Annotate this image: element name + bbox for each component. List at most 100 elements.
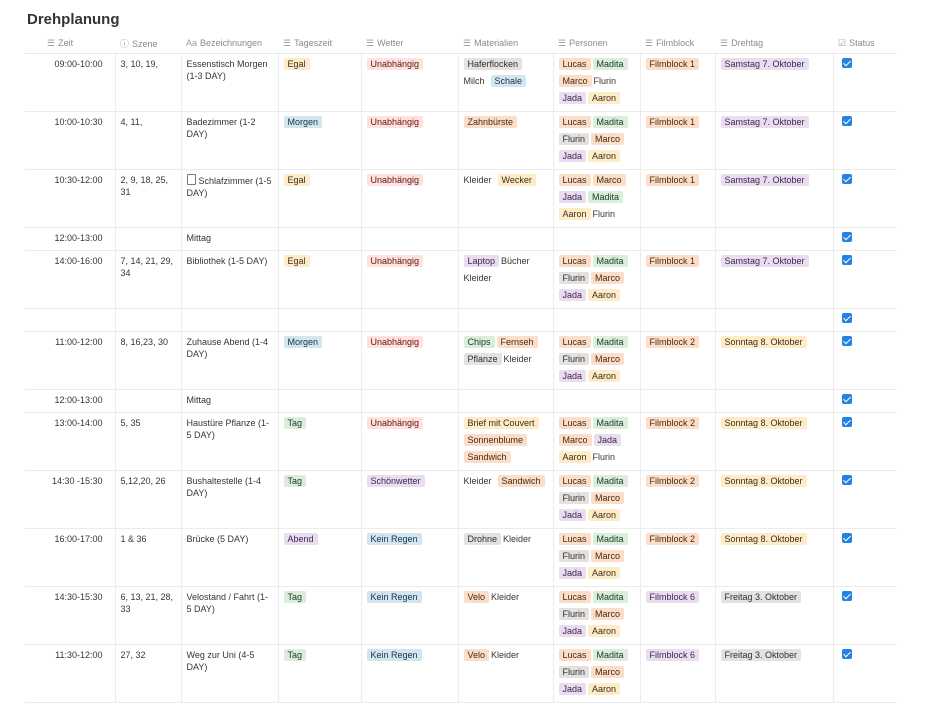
column-header-filmblock[interactable]: ☰ Filmblock [640,33,715,54]
filmblock-cell[interactable]: Filmblock 2 [640,470,716,529]
status-checkbox[interactable] [841,475,852,485]
bezeichnung-cell[interactable]: Mittag [181,227,279,251]
filmblock-cell[interactable]: Filmblock 6 [640,586,716,645]
status-checkbox[interactable] [841,591,852,601]
materialien-cell[interactable]: Laptop Bücher Kleider [458,250,554,309]
bezeichnung-cell[interactable]: Schlafzimmer (1-5 DAY) [181,169,279,228]
drehtag-cell[interactable]: Freitag 3. Oktober [715,644,834,703]
column-header-zeit[interactable]: ☰ Zeit [25,33,115,54]
status-checkbox[interactable] [841,417,852,427]
wetter-cell[interactable]: Unabhängig [361,169,459,228]
status-checkbox[interactable] [841,58,852,68]
column-header-status[interactable]: ☑ Status [833,33,897,54]
bezeichnung-cell[interactable]: Brücke (5 DAY) [181,528,279,587]
drehtag-cell[interactable]: Samstag 7. Oktober [715,250,834,309]
wetter-cell[interactable] [361,389,459,413]
drehtag-cell[interactable]: Sonntag 8. Oktober [715,528,834,587]
filmblock-cell[interactable]: Filmblock 2 [640,331,716,390]
zeit-cell[interactable]: 10:00-10:30 [25,111,116,170]
materialien-cell[interactable] [458,227,554,251]
table-row[interactable]: 11:00-12:00 8, 16,23, 30 Zuhause Abend (1-… [25,331,897,390]
bezeichnung-cell[interactable]: Mittag [181,389,279,413]
bezeichnung-cell[interactable]: Bibliothek (1-5 DAY) [181,250,279,309]
szene-cell[interactable]: 4, 11, [115,111,182,170]
zeit-cell[interactable]: 11:30-12:00 [25,644,116,703]
drehtag-cell[interactable]: Sonntag 8. Oktober [715,470,834,529]
wetter-cell[interactable]: Unabhängig [361,111,459,170]
bezeichnung-cell[interactable]: Bushaltestelle (1-4 DAY) [181,470,279,529]
filmblock-cell[interactable] [640,389,716,413]
tageszeit-cell[interactable]: Egal [278,169,362,228]
wetter-cell[interactable]: Unabhängig [361,412,459,471]
tageszeit-cell[interactable]: Abend [278,528,362,587]
tageszeit-cell[interactable]: Tag [278,412,362,471]
tageszeit-cell[interactable]: Morgen [278,331,362,390]
zeit-cell[interactable]: 14:30-15:30 [25,586,116,645]
filmblock-cell[interactable]: Filmblock 1 [640,250,716,309]
szene-cell[interactable]: 6, 13, 21, 28, 33 [115,586,182,645]
materialien-cell[interactable]: Chips Fernseh Pflanze Kleider [458,331,554,390]
column-header-bezeichnungen[interactable]: Aa Bezeichnungen [181,33,278,54]
tageszeit-cell[interactable]: Morgen [278,111,362,170]
materialien-cell[interactable]: Brief mit Couvert Sonnenblume Sandwich [458,412,554,471]
szene-cell[interactable]: 7, 14, 21, 29, 34 [115,250,182,309]
bezeichnung-cell[interactable]: Weg zur Uni (4-5 DAY) [181,644,279,703]
bezeichnung-cell[interactable]: Velostand / Fahrt (1-5 DAY) [181,586,279,645]
status-checkbox[interactable] [841,232,852,242]
filmblock-cell[interactable]: Filmblock 6 [640,644,716,703]
zeit-cell[interactable]: 12:00-13:00 [25,227,116,251]
zeit-cell[interactable]: 14:30 -15:30 [25,470,116,529]
drehtag-cell[interactable]: Samstag 7. Oktober [715,53,834,112]
filmblock-cell[interactable]: Filmblock 1 [640,53,716,112]
tageszeit-cell[interactable]: Tag [278,470,362,529]
bezeichnung-text[interactable]: Mittag [186,395,212,405]
zeit-cell[interactable]: 16:00-17:00 [25,528,116,587]
bezeichnung-cell[interactable]: Zuhause Abend (1-4 DAY) [181,331,279,390]
materialien-cell[interactable]: Velo Kleider [458,586,554,645]
bezeichnung-cell[interactable] [181,308,279,332]
zeit-cell[interactable]: 09:00-10:00 [25,53,116,112]
filmblock-cell[interactable]: Filmblock 2 [640,528,716,587]
table-row[interactable] [25,308,897,332]
materialien-cell[interactable] [458,389,554,413]
wetter-cell[interactable]: Kein Regen [361,586,459,645]
personen-cell[interactable]: Lucas MaditaFlurin Marco Jada Aaron [553,331,641,390]
filmblock-cell[interactable]: Filmblock 1 [640,111,716,170]
wetter-cell[interactable]: Kein Regen [361,528,459,587]
table-row[interactable]: 10:30-12:00 2, 9, 18, 25, 31 Schlafzimmer … [25,169,897,228]
status-checkbox[interactable] [841,116,852,126]
materialien-cell[interactable]: Drohne Kleider [458,528,554,587]
status-checkbox[interactable] [841,336,852,346]
wetter-cell[interactable]: Unabhängig [361,250,459,309]
status-checkbox[interactable] [841,255,852,265]
table-row[interactable]: 14:30-15:30 6, 13, 21, 28, 33 Velostand / … [25,586,897,645]
personen-cell[interactable] [553,389,641,413]
materialien-cell[interactable]: Zahnbürste [458,111,554,170]
drehtag-cell[interactable] [715,308,834,332]
column-header-wetter[interactable]: ☰ Wetter [361,33,458,54]
column-header-szene[interactable]: ⓘ Szene [115,33,181,54]
bezeichnung-text[interactable]: Haustüre Pflanze (1-5 DAY) [186,418,270,440]
drehtag-cell[interactable]: Samstag 7. Oktober [715,111,834,170]
wetter-cell[interactable] [361,308,459,332]
bezeichnung-text[interactable]: Schlafzimmer (1-5 DAY) [186,176,272,198]
drehtag-cell[interactable]: Samstag 7. Oktober [715,169,834,228]
zeit-cell[interactable]: 10:30-12:00 [25,169,116,228]
bezeichnung-text[interactable]: Zuhause Abend (1-4 DAY) [186,337,269,359]
status-checkbox[interactable] [841,313,852,323]
column-header-drehtag[interactable]: ☰ Drehtag [715,33,833,54]
drehtag-cell[interactable]: Sonntag 8. Oktober [715,331,834,390]
personen-cell[interactable]: Lucas Marco Jada Madita Aaron Flurin [553,169,641,228]
szene-cell[interactable]: 5,12,20, 26 [115,470,182,529]
status-checkbox[interactable] [841,649,852,659]
bezeichnung-text[interactable]: Essenstisch Morgen (1-3 DAY) [186,59,268,81]
szene-cell[interactable]: 2, 9, 18, 25, 31 [115,169,182,228]
tageszeit-cell[interactable] [278,389,362,413]
drehtag-cell[interactable]: Freitag 3. Oktober [715,586,834,645]
szene-cell[interactable] [115,308,182,332]
personen-cell[interactable]: Lucas MaditaFlurin Marco Jada Aaron [553,250,641,309]
table-row[interactable]: 14:30 -15:30 5,12,20, 26 Bushaltestelle (1… [25,470,897,529]
bezeichnung-text[interactable]: Mittag [186,233,212,243]
table-row[interactable]: 10:00-10:30 4, 11, Badezimmer (1-2 DAY) Mor… [25,111,897,170]
szene-cell[interactable] [115,227,182,251]
